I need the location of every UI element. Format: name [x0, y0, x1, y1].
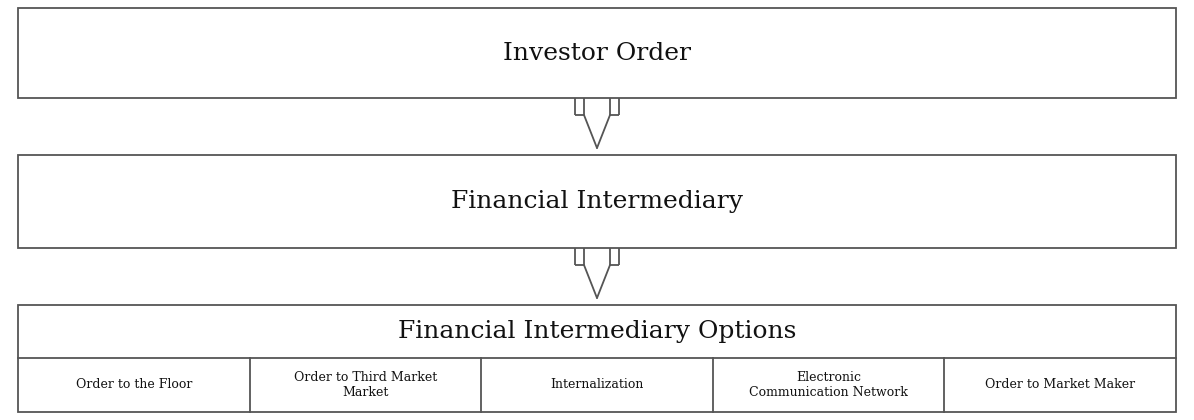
Bar	[18, 305, 1176, 412]
Bar	[18, 155, 1176, 248]
Text: Financial Intermediary: Financial Intermediary	[451, 190, 743, 213]
Text: Order to Market Maker: Order to Market Maker	[985, 378, 1135, 391]
Text: Electronic
Communication Network: Electronic Communication Network	[749, 371, 909, 399]
Bar	[18, 8, 1176, 98]
Text: Investor Order: Investor Order	[503, 42, 691, 65]
Text: Internalization: Internalization	[550, 378, 644, 391]
Text: Order to Third Market
Market: Order to Third Market Market	[294, 371, 437, 399]
Text: Order to the Floor: Order to the Floor	[75, 378, 192, 391]
Text: Financial Intermediary Options: Financial Intermediary Options	[398, 320, 796, 343]
